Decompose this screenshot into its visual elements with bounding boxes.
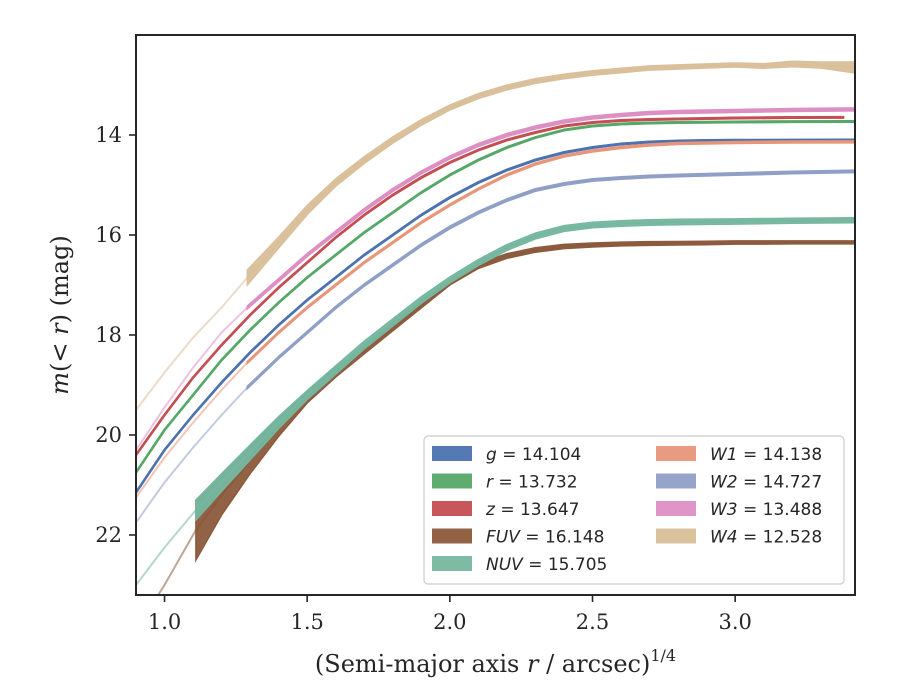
y-tick-label: 18: [95, 323, 122, 347]
x-tick-label: 2.5: [576, 610, 609, 634]
legend-item-r: r = 13.732: [432, 473, 578, 493]
series-w3-band: [246, 107, 855, 311]
legend-swatch: [656, 501, 696, 516]
legend-swatch: [432, 556, 472, 571]
series-nuv-faint-line: [136, 509, 197, 586]
series-w1-faint-line: [136, 361, 249, 499]
series-r-line: [136, 120, 855, 474]
x-tick-label: 1.5: [290, 610, 323, 634]
series-g: [136, 138, 855, 495]
series-w2-faint-line: [136, 386, 249, 524]
series-nuv-line: [194, 219, 855, 511]
series-w4-line: [246, 62, 855, 279]
x-axis-label: (Semi-major axis r / arcsec)1/4: [315, 646, 676, 678]
legend-swatch: [432, 501, 472, 516]
y-tick-label: 22: [95, 523, 122, 547]
series-w1-line: [246, 140, 855, 364]
plot-area: [136, 60, 855, 595]
x-tick-label: 3.0: [718, 610, 751, 634]
legend: g = 14.104 r = 13.732 z = 13.647 FUV = 16.1…: [423, 435, 845, 585]
y-tick-label: 20: [95, 423, 122, 447]
y-tick-label: 14: [95, 123, 122, 147]
legend-swatch: [432, 528, 472, 544]
series-w4-band: [246, 60, 855, 288]
axes-frame: [135, 34, 856, 596]
series-w1: [136, 140, 855, 499]
legend-box: [423, 435, 845, 585]
series-w2-line: [246, 170, 855, 389]
legend-swatch: [432, 473, 472, 489]
series-g-line: [136, 138, 855, 494]
legend-item-g: g = 14.104: [432, 445, 581, 465]
legend-label: NUV = 15.705: [486, 555, 607, 575]
legend-item-w3: W3 = 13.488: [656, 500, 822, 520]
legend-item-w4: W4 = 12.528: [656, 528, 822, 548]
series-r: [136, 119, 855, 475]
legend-label: FUV = 16.148: [486, 528, 604, 548]
legend-item-w1: W1 = 14.138: [656, 445, 822, 465]
legend-label: z = 13.647: [485, 500, 579, 520]
series-w3: [136, 107, 855, 451]
y-axis-label: m(< r) (mag): [46, 235, 74, 395]
legend-item-z: z = 13.647: [432, 500, 579, 520]
series-w4-faint-line: [136, 276, 249, 411]
legend-swatch: [656, 528, 696, 544]
axes: 1.0 1.5 2.0 2.5 3.0 14 16 18 20 22 (Semi-major axi…: [46, 34, 856, 678]
series-nuv: [136, 216, 855, 586]
legend-item-fuv: FUV = 16.148: [432, 528, 604, 548]
y-tick-label: 16: [95, 223, 122, 247]
x-tick-label: 2.0: [433, 610, 466, 634]
legend-label: W2 = 14.727: [710, 473, 822, 493]
series-z-band: [136, 115, 845, 457]
legend-swatch: [656, 473, 696, 489]
series-nuv-band: [195, 216, 855, 522]
series-z-line: [136, 116, 844, 456]
legend-item-w2: W2 = 14.727: [656, 473, 822, 493]
legend-label: g = 14.104: [486, 445, 581, 465]
series-w3-faint-line: [136, 306, 248, 451]
legend-swatch: [656, 446, 696, 461]
series-w4: [136, 60, 855, 411]
legend-item-nuv: NUV = 15.705: [432, 555, 607, 575]
series-w2-band: [246, 169, 855, 391]
legend-label: W3 = 13.488: [710, 500, 822, 520]
legend-swatch: [432, 446, 472, 461]
series-w2: [136, 169, 855, 524]
series-z: [136, 115, 845, 457]
legend-label: r = 13.732: [486, 473, 578, 493]
legend-label: W1 = 14.138: [710, 445, 822, 465]
x-tick-label: 1.0: [148, 610, 181, 634]
legend-label: W4 = 12.528: [710, 528, 822, 548]
series-fuv-faint-line: [156, 529, 197, 595]
series-w3-line: [246, 108, 855, 309]
